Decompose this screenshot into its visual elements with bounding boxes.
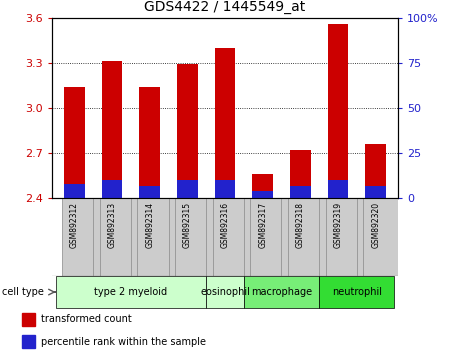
Bar: [252, 174, 273, 198]
Bar: [175, 198, 214, 276]
Text: GSM892317: GSM892317: [258, 202, 267, 248]
Bar: [244, 276, 319, 308]
Bar: [102, 61, 122, 198]
Bar: [213, 198, 252, 276]
Text: GSM892316: GSM892316: [220, 202, 230, 248]
Bar: [137, 198, 176, 276]
Bar: [64, 184, 85, 198]
Bar: [140, 87, 160, 198]
Bar: [364, 198, 402, 276]
Bar: [365, 185, 386, 198]
Bar: [140, 185, 160, 198]
Text: transformed count: transformed count: [41, 314, 131, 325]
Bar: [290, 150, 310, 198]
Bar: [177, 64, 198, 198]
Text: GSM892313: GSM892313: [108, 202, 117, 248]
Bar: [288, 198, 327, 276]
Text: eosinophil: eosinophil: [200, 287, 250, 297]
Text: cell type: cell type: [2, 287, 44, 297]
Bar: [365, 144, 386, 198]
Bar: [319, 276, 395, 308]
Bar: [55, 276, 206, 308]
Text: type 2 myeloid: type 2 myeloid: [94, 287, 167, 297]
Text: GSM892320: GSM892320: [371, 202, 380, 248]
Bar: [215, 180, 235, 198]
Text: GSM892312: GSM892312: [70, 202, 79, 248]
Bar: [326, 198, 365, 276]
Text: percentile rank within the sample: percentile rank within the sample: [41, 337, 206, 347]
Bar: [215, 48, 235, 198]
Text: GSM892315: GSM892315: [183, 202, 192, 248]
Bar: [62, 198, 101, 276]
Bar: [252, 191, 273, 198]
Bar: [22, 313, 35, 326]
Text: GSM892318: GSM892318: [296, 202, 305, 248]
Text: GSM892314: GSM892314: [145, 202, 154, 248]
Bar: [328, 180, 348, 198]
Bar: [64, 87, 85, 198]
Bar: [206, 276, 244, 308]
Bar: [290, 185, 310, 198]
Bar: [22, 335, 35, 348]
Bar: [100, 198, 139, 276]
Text: macrophage: macrophage: [251, 287, 312, 297]
Bar: [177, 180, 198, 198]
Bar: [250, 198, 289, 276]
Title: GDS4422 / 1445549_at: GDS4422 / 1445549_at: [144, 0, 306, 14]
Text: GSM892319: GSM892319: [333, 202, 342, 248]
Bar: [328, 24, 348, 198]
Text: neutrophil: neutrophil: [332, 287, 382, 297]
Bar: [102, 180, 122, 198]
